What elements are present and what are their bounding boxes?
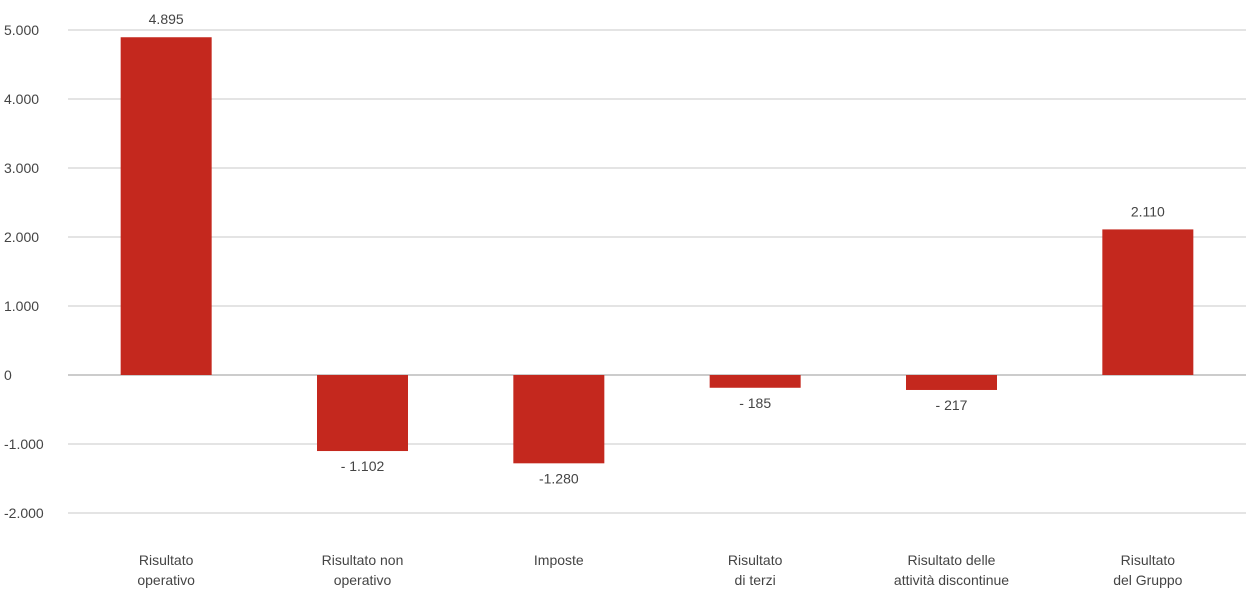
bar [1102, 229, 1194, 375]
x-category-label: Risultato non [322, 552, 404, 568]
x-category-label: del Gruppo [1113, 572, 1182, 588]
y-tick-label: 5.000 [4, 22, 39, 38]
bar [317, 375, 408, 452]
gridlines [68, 29, 1246, 514]
x-category-label: di terzi [735, 572, 776, 588]
x-category-label: operativo [334, 572, 392, 588]
data-label: - 1.102 [341, 458, 385, 474]
data-label: - 217 [936, 397, 968, 413]
data-label: 2.110 [1131, 203, 1165, 219]
y-tick-label: -1.000 [4, 436, 44, 452]
bar [513, 375, 605, 464]
y-tick-label: 3.000 [4, 160, 39, 176]
x-category-label: operativo [137, 572, 195, 588]
bar [120, 37, 212, 376]
y-tick-label: 4.000 [4, 91, 39, 107]
bar [906, 375, 997, 390]
y-tick-label: -2.000 [4, 505, 44, 521]
y-tick-label: 2.000 [4, 229, 39, 245]
x-category-label: attività discontinue [894, 572, 1009, 588]
x-category-label: Risultato [1121, 552, 1176, 568]
data-labels: 4.895 - 1.102 -1.280 - 185 - 217 2.110 [149, 11, 1165, 486]
data-label: - 185 [739, 395, 771, 411]
x-category-label: Imposte [534, 552, 584, 568]
data-label: 4.895 [149, 11, 184, 27]
data-label: -1.280 [539, 470, 579, 486]
y-tick-label: 1.000 [4, 298, 39, 314]
y-axis-ticks: 5.000 4.000 3.000 2.000 1.000 0 -1.000 -2.000 [4, 22, 44, 521]
x-axis-categories: Risultato operativo Risultato non operativo… [137, 552, 1182, 588]
y-tick-label: 0 [4, 367, 12, 383]
x-category-label: Risultato delle [908, 552, 996, 568]
bar [709, 375, 801, 388]
x-category-label: Risultato [139, 552, 194, 568]
x-category-label: Risultato [728, 552, 783, 568]
bars [120, 37, 1194, 464]
